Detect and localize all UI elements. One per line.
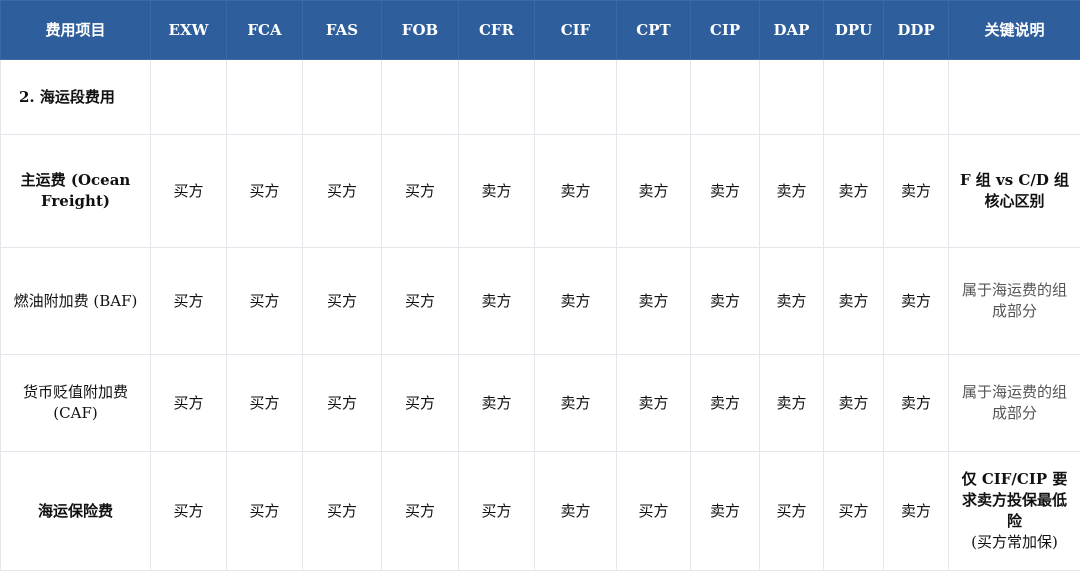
cell-dap: 卖方 — [759, 247, 824, 355]
cell-cpt: 卖方 — [616, 134, 691, 248]
table-row: 海运保险费 买方 买方 买方 买方 买方 卖方 买方 卖方 买方 买方 卖方 仅… — [0, 451, 1080, 571]
cell-cfr: 卖方 — [458, 247, 535, 355]
cell-dap: 买方 — [759, 451, 824, 571]
cell-cip: 卖方 — [690, 451, 760, 571]
cell-fca: 买方 — [226, 247, 303, 355]
cell-fas: 买方 — [302, 354, 382, 452]
header-cost-item: 费用项目 — [0, 0, 151, 60]
header-row: 费用项目 EXW FCA FAS FOB CFR CIF CPT CIP DAP… — [0, 0, 1080, 60]
key-note-extra: (买方常加保) — [971, 533, 1058, 551]
cell-dap: 卖方 — [759, 354, 824, 452]
header-exw: EXW — [150, 0, 227, 60]
header-cpt: CPT — [616, 0, 691, 60]
cost-item-label: 货币贬值附加费 (CAF) — [0, 354, 151, 452]
cell-fca: 买方 — [226, 451, 303, 571]
cell-cip: 卖方 — [690, 134, 760, 248]
cell-dpu: 卖方 — [823, 134, 884, 248]
cell-exw: 买方 — [150, 247, 227, 355]
table-row: 主运费 (Ocean Freight) 买方 买方 买方 买方 卖方 卖方 卖方… — [0, 134, 1080, 248]
cell-dap: 卖方 — [759, 134, 824, 248]
header-fca: FCA — [226, 0, 303, 60]
section-row: 2. 海运段费用 — [0, 59, 1080, 135]
cell-dpu: 卖方 — [823, 354, 884, 452]
cell-exw: 买方 — [150, 354, 227, 452]
cell-cif: 卖方 — [534, 354, 617, 452]
cell-dpu: 卖方 — [823, 247, 884, 355]
cell-ddp: 卖方 — [883, 134, 949, 248]
cell-fca: 买方 — [226, 354, 303, 452]
cell-cpt: 卖方 — [616, 354, 691, 452]
header-cif: CIF — [534, 0, 617, 60]
header-cfr: CFR — [458, 0, 535, 60]
cell-cfr: 卖方 — [458, 134, 535, 248]
cell-dpu: 买方 — [823, 451, 884, 571]
cell-cfr: 卖方 — [458, 354, 535, 452]
cell-cpt: 买方 — [616, 451, 691, 571]
cell-ddp: 卖方 — [883, 451, 949, 571]
cell-cip: 卖方 — [690, 247, 760, 355]
table-row: 燃油附加费 (BAF) 买方 买方 买方 买方 卖方 卖方 卖方 卖方 卖方 卖… — [0, 247, 1080, 355]
cell-fob: 买方 — [381, 247, 459, 355]
key-note: F 组 vs C/D 组核心区别 — [948, 134, 1080, 248]
header-cip: CIP — [690, 0, 760, 60]
header-ddp: DDP — [883, 0, 949, 60]
cell-cif: 卖方 — [534, 451, 617, 571]
section-title: 2. 海运段费用 — [0, 59, 151, 135]
cell-exw: 买方 — [150, 134, 227, 248]
cell-fas: 买方 — [302, 134, 382, 248]
cell-fob: 买方 — [381, 354, 459, 452]
header-fas: FAS — [302, 0, 382, 60]
cost-item-label: 海运保险费 — [0, 451, 151, 571]
key-note: 属于海运费的组成部分 — [948, 354, 1080, 452]
key-note: 仅 CIF/CIP 要求卖方投保最低险 — [961, 470, 1068, 530]
cost-item-label: 主运费 (Ocean Freight) — [0, 134, 151, 248]
cell-fas: 买方 — [302, 247, 382, 355]
cell-cfr: 买方 — [458, 451, 535, 571]
header-key-notes: 关键说明 — [948, 0, 1080, 60]
cell-fas: 买方 — [302, 451, 382, 571]
key-note: 属于海运费的组成部分 — [948, 247, 1080, 355]
cell-cip: 卖方 — [690, 354, 760, 452]
key-note-cell: 仅 CIF/CIP 要求卖方投保最低险 (买方常加保) — [948, 451, 1080, 571]
cost-item-label: 燃油附加费 (BAF) — [0, 247, 151, 355]
header-dpu: DPU — [823, 0, 884, 60]
cell-cif: 卖方 — [534, 247, 617, 355]
cell-ddp: 卖方 — [883, 354, 949, 452]
cell-fob: 买方 — [381, 134, 459, 248]
header-dap: DAP — [759, 0, 824, 60]
cell-fca: 买方 — [226, 134, 303, 248]
cell-ddp: 卖方 — [883, 247, 949, 355]
cell-exw: 买方 — [150, 451, 227, 571]
header-fob: FOB — [381, 0, 459, 60]
table-row: 货币贬值附加费 (CAF) 买方 买方 买方 买方 卖方 卖方 卖方 卖方 卖方… — [0, 354, 1080, 452]
cell-cpt: 卖方 — [616, 247, 691, 355]
cell-fob: 买方 — [381, 451, 459, 571]
cell-cif: 卖方 — [534, 134, 617, 248]
